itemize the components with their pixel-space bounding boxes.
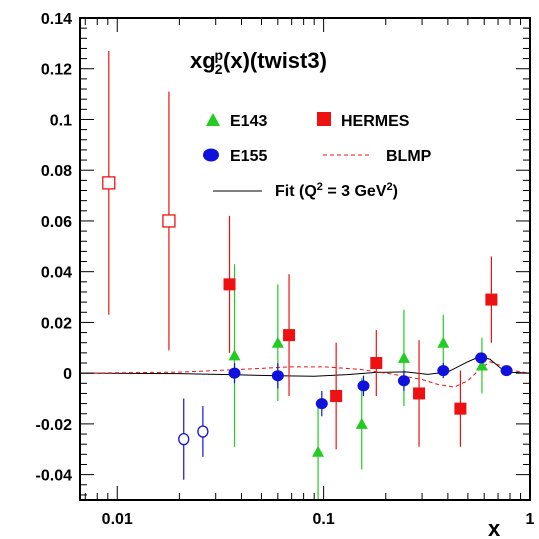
- e155-point: [178, 432, 190, 446]
- y-tick-label: -0.04: [36, 468, 73, 485]
- legend: E143 HERMES E155 BLMP Fit (Q2 = 3 GeV2): [203, 112, 432, 200]
- e155-point: [271, 370, 284, 382]
- x-tick-label: 0.01: [102, 511, 133, 528]
- title-sub: 2: [215, 61, 223, 77]
- e143-point: [475, 359, 488, 371]
- e143-point: [271, 336, 284, 348]
- e155-point: [437, 365, 450, 377]
- e155-point: [500, 365, 513, 377]
- y-tick-label: 0.04: [41, 265, 72, 282]
- y-tick-label: 0.06: [41, 214, 72, 231]
- legend-e155-label: E155: [230, 148, 267, 165]
- plot-frame: [79, 17, 531, 501]
- e143-point: [228, 349, 241, 361]
- title-base: xg: [190, 48, 216, 73]
- title-rest: (x)(twist3): [223, 48, 327, 73]
- e143-point: [437, 336, 450, 348]
- x-axis-label: x: [488, 516, 501, 539]
- title-sup: p: [214, 47, 223, 63]
- e155-point: [397, 375, 410, 387]
- e155-point: [357, 380, 370, 392]
- legend-e143-label: E143: [230, 113, 267, 130]
- hermes-point: [223, 278, 236, 291]
- hermes-point: [370, 357, 383, 370]
- hermes-point: [413, 387, 426, 400]
- e155-point: [228, 367, 241, 379]
- fit-curve: [79, 356, 531, 377]
- e155-point: [475, 352, 488, 364]
- legend-blmp-label: BLMP: [386, 148, 432, 165]
- hermes-point: [485, 293, 498, 306]
- y-tick-label: 0.02: [41, 315, 72, 332]
- y-tick-label: 0.1: [50, 112, 72, 129]
- legend-fit-label: Fit (Q2 = 3 GeV2): [275, 181, 398, 200]
- error-bars-layer: [108, 50, 508, 500]
- chart-title: xg2p(x)(twist3): [190, 47, 327, 77]
- x-tick-label: 1: [526, 511, 535, 528]
- x-tick-label: 0.1: [312, 511, 334, 528]
- e155-point: [197, 425, 209, 438]
- legend-hermes-label: HERMES: [341, 113, 410, 130]
- legend-e143-marker: [206, 113, 220, 126]
- markers-layer: [102, 176, 513, 457]
- y-tick-label: 0.08: [41, 163, 72, 180]
- y-tick-label: 0: [63, 366, 72, 383]
- blmp-curve: [79, 361, 531, 388]
- e143-point: [397, 351, 410, 363]
- hermes-point: [162, 214, 176, 228]
- e143-point: [312, 445, 325, 457]
- ticks-layer: -0.04-0.0200.020.040.060.080.10.120.140.…: [36, 11, 535, 528]
- e143-point: [355, 417, 368, 429]
- legend-e155-marker: [203, 148, 219, 162]
- hermes-point: [454, 402, 467, 415]
- hermes-point: [102, 176, 116, 190]
- y-tick-label: 0.12: [41, 62, 72, 79]
- hermes-point: [330, 389, 343, 402]
- e155-point: [315, 398, 328, 410]
- curves-layer: [79, 356, 531, 388]
- hermes-point: [283, 329, 296, 342]
- y-tick-label: -0.02: [36, 417, 73, 434]
- legend-hermes-marker: [317, 112, 331, 126]
- y-tick-label: 0.14: [41, 11, 72, 28]
